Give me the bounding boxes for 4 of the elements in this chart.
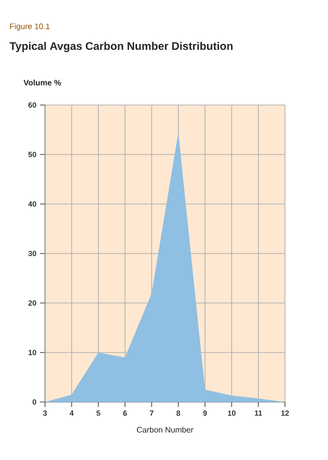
x-axis-title: Carbon Number [136,426,194,433]
y-axis-title: Volume % [24,80,61,86]
caption: Figure 10.1 [10,23,50,31]
chart-title: Typical Avgas Carbon Number Distribution [10,42,233,52]
